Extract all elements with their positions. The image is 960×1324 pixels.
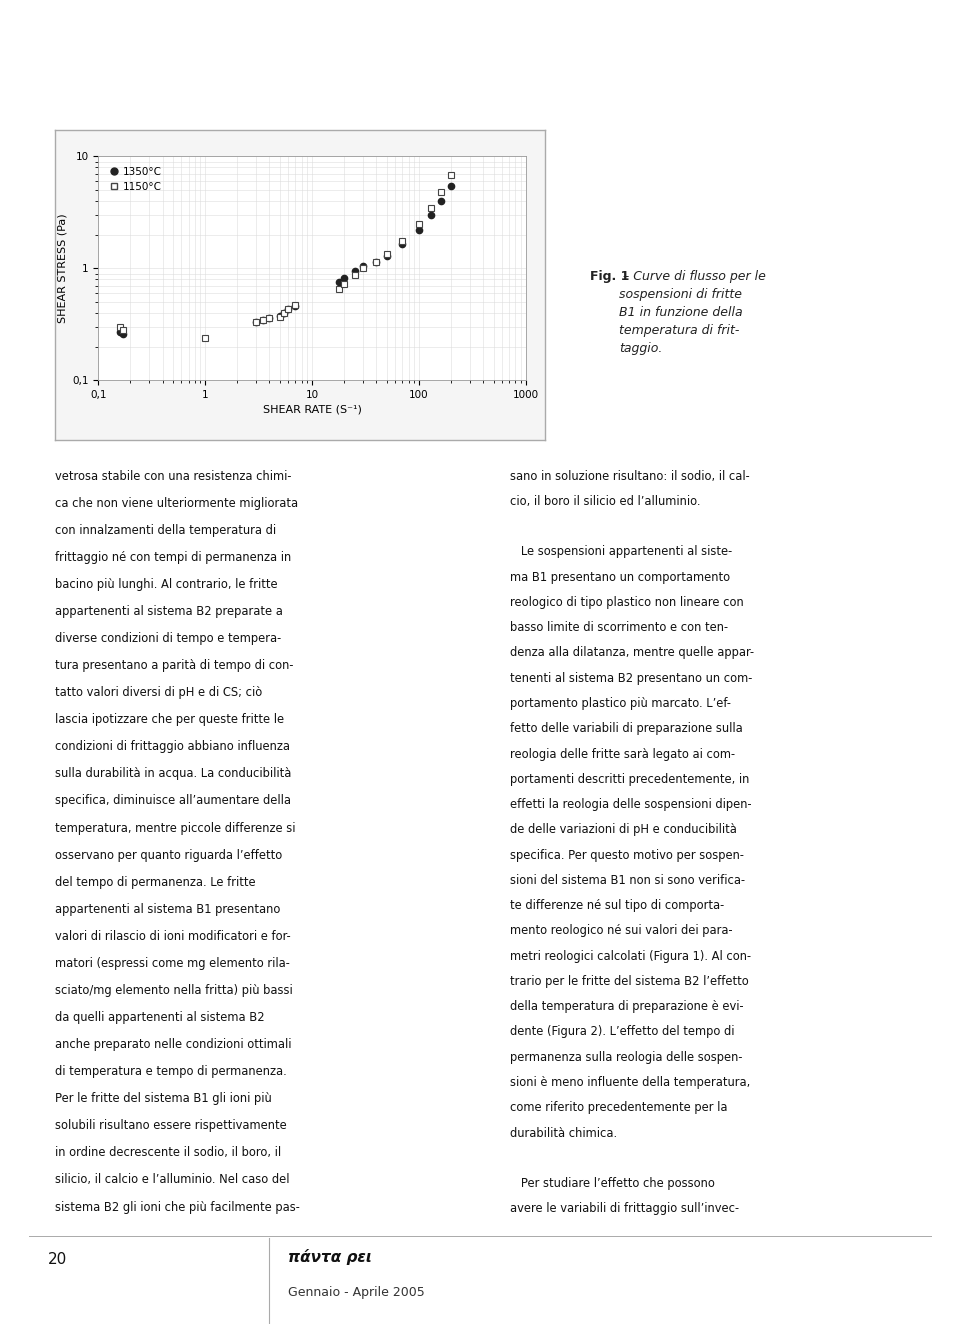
Text: tura presentano a parità di tempo di con-: tura presentano a parità di tempo di con… (55, 659, 294, 673)
Text: temperatura, mentre piccole differenze si: temperatura, mentre piccole differenze s… (55, 821, 296, 834)
Text: πάντα ρει: πάντα ρει (288, 1249, 372, 1266)
Text: trario per le fritte del sistema B2 l’effetto: trario per le fritte del sistema B2 l’ef… (510, 974, 749, 988)
Text: in ordine decrescente il sodio, il boro, il: in ordine decrescente il sodio, il boro,… (55, 1147, 281, 1160)
Text: dente (Figura 2). L’effetto del tempo di: dente (Figura 2). L’effetto del tempo di (510, 1026, 734, 1038)
Text: frittaggio né con tempi di permanenza in: frittaggio né con tempi di permanenza in (55, 551, 291, 564)
Text: silicio, il calcio e l’alluminio. Nel caso del: silicio, il calcio e l’alluminio. Nel ca… (55, 1173, 290, 1186)
Text: tatto valori diversi di pH e di CS; ciò: tatto valori diversi di pH e di CS; ciò (55, 686, 262, 699)
Text: 20: 20 (48, 1253, 67, 1267)
Text: metri reologici calcolati (Figura 1). Al con-: metri reologici calcolati (Figura 1). Al… (510, 949, 751, 963)
Text: avere le variabili di frittaggio sull’invec-: avere le variabili di frittaggio sull’in… (510, 1202, 739, 1215)
Text: portamenti descritti precedentemente, in: portamenti descritti precedentemente, in (510, 773, 750, 785)
Text: sioni del sistema B1 non si sono verifica-: sioni del sistema B1 non si sono verific… (510, 874, 745, 887)
Text: valori di rilascio di ioni modificatori e for-: valori di rilascio di ioni modificatori … (55, 929, 291, 943)
Text: Fig. 1: Fig. 1 (590, 270, 630, 283)
Text: basso limite di scorrimento e con ten-: basso limite di scorrimento e con ten- (510, 621, 728, 634)
Text: reologia delle fritte sarà legato ai com-: reologia delle fritte sarà legato ai com… (510, 748, 735, 760)
Text: anche preparato nelle condizioni ottimali: anche preparato nelle condizioni ottimal… (55, 1038, 292, 1051)
Text: Per le fritte del sistema B1 gli ioni più: Per le fritte del sistema B1 gli ioni pi… (55, 1092, 272, 1106)
Text: cio, il boro il silicio ed l’alluminio.: cio, il boro il silicio ed l’alluminio. (510, 495, 701, 508)
Text: portamento plastico più marcato. L’ef-: portamento plastico più marcato. L’ef- (510, 696, 731, 710)
Text: sciato/mg elemento nella fritta) più bassi: sciato/mg elemento nella fritta) più bas… (55, 984, 293, 997)
Y-axis label: SHEAR STRESS (Pa): SHEAR STRESS (Pa) (58, 213, 68, 323)
Text: effetti la reologia delle sospensioni dipen-: effetti la reologia delle sospensioni di… (510, 798, 752, 812)
Text: diverse condizioni di tempo e tempera-: diverse condizioni di tempo e tempera- (55, 632, 281, 645)
Text: osservano per quanto riguarda l’effetto: osservano per quanto riguarda l’effetto (55, 849, 282, 862)
Text: da quelli appartenenti al sistema B2: da quelli appartenenti al sistema B2 (55, 1012, 265, 1023)
Text: specifica, diminuisce all’aumentare della: specifica, diminuisce all’aumentare dell… (55, 794, 291, 808)
Text: denza alla dilatanza, mentre quelle appar-: denza alla dilatanza, mentre quelle appa… (510, 646, 755, 659)
Text: Gennaio - Aprile 2005: Gennaio - Aprile 2005 (288, 1286, 424, 1299)
Text: ca che non viene ulteriormente migliorata: ca che non viene ulteriormente migliorat… (55, 496, 299, 510)
Text: sulla durabilità in acqua. La conducibilità: sulla durabilità in acqua. La conducibil… (55, 768, 292, 780)
Text: del tempo di permanenza. Le fritte: del tempo di permanenza. Le fritte (55, 875, 255, 888)
Text: matori (espressi come mg elemento rila-: matori (espressi come mg elemento rila- (55, 957, 290, 970)
Text: sioni è meno influente della temperatura,: sioni è meno influente della temperatura… (510, 1076, 751, 1088)
Text: condizioni di frittaggio abbiano influenza: condizioni di frittaggio abbiano influen… (55, 740, 290, 753)
Text: bacino più lunghi. Al contrario, le fritte: bacino più lunghi. Al contrario, le frit… (55, 577, 277, 591)
Text: de delle variazioni di pH e conducibilità: de delle variazioni di pH e conducibilit… (510, 824, 737, 837)
Text: reologico di tipo plastico non lineare con: reologico di tipo plastico non lineare c… (510, 596, 744, 609)
Text: appartenenti al sistema B2 preparate a: appartenenti al sistema B2 preparate a (55, 605, 283, 618)
Text: mento reologico né sui valori dei para-: mento reologico né sui valori dei para- (510, 924, 732, 937)
Text: Per studiare l’effetto che possono: Per studiare l’effetto che possono (510, 1177, 715, 1190)
Text: Fernanda Andreola: Fernanda Andreola (38, 45, 223, 65)
X-axis label: SHEAR RATE (S⁻¹): SHEAR RATE (S⁻¹) (263, 404, 361, 414)
Text: permanenza sulla reologia delle sospen-: permanenza sulla reologia delle sospen- (510, 1051, 742, 1063)
Text: di temperatura e tempo di permanenza.: di temperatura e tempo di permanenza. (55, 1064, 287, 1078)
Text: solubili risultano essere rispettivamente: solubili risultano essere rispettivament… (55, 1119, 287, 1132)
Text: vetrosa stabile con una resistenza chimi-: vetrosa stabile con una resistenza chimi… (55, 470, 292, 482)
Text: appartenenti al sistema B1 presentano: appartenenti al sistema B1 presentano (55, 903, 280, 916)
Text: durabilità chimica.: durabilità chimica. (510, 1127, 617, 1140)
Text: te differenze né sul tipo di comporta-: te differenze né sul tipo di comporta- (510, 899, 724, 912)
Text: Le sospensioni appartenenti al siste-: Le sospensioni appartenenti al siste- (510, 545, 732, 559)
Text: sistema B2 gli ioni che più facilmente pas-: sistema B2 gli ioni che più facilmente p… (55, 1201, 300, 1214)
Text: lascia ipotizzare che per queste fritte le: lascia ipotizzare che per queste fritte … (55, 714, 284, 727)
Text: come riferito precedentemente per la: come riferito precedentemente per la (510, 1102, 728, 1115)
Text: della temperatura di preparazione è evi-: della temperatura di preparazione è evi- (510, 1000, 744, 1013)
Text: fetto delle variabili di preparazione sulla: fetto delle variabili di preparazione su… (510, 723, 743, 735)
Text: con innalzamenti della temperatura di: con innalzamenti della temperatura di (55, 524, 276, 536)
Text: sano in soluzione risultano: il sodio, il cal-: sano in soluzione risultano: il sodio, i… (510, 470, 750, 482)
Legend: 1350°C, 1150°C: 1350°C, 1150°C (104, 162, 167, 197)
Text: ma B1 presentano un comportamento: ma B1 presentano un comportamento (510, 571, 731, 584)
Text: specifica. Per questo motivo per sospen-: specifica. Per questo motivo per sospen- (510, 849, 744, 862)
Text: tenenti al sistema B2 presentano un com-: tenenti al sistema B2 presentano un com- (510, 671, 753, 685)
Text: – Curve di flusso per le
sospensioni di fritte
B1 in funzione della
temperatura : – Curve di flusso per le sospensioni di … (619, 270, 766, 355)
